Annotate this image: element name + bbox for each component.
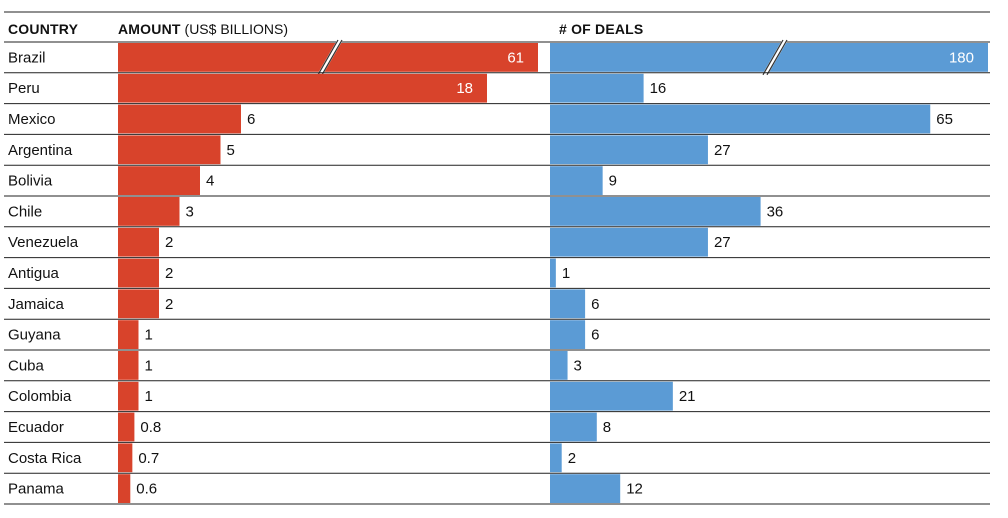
amount-bar-jamaica [118,289,159,319]
country-label-ecuador: Ecuador [8,419,64,436]
amount-column-header: AMOUNT (US$ BILLIONS) [118,20,288,38]
amount-header-bold: AMOUNT [118,21,181,37]
amount-value-ecuador: 0.8 [140,419,161,436]
amount-bar-chile [118,197,180,226]
amount-bar-guyana [118,320,139,349]
deals-bar-bolivia [550,166,603,195]
deals-bar-mexico [550,104,931,134]
deals-header-text: # OF DEALS [559,21,644,37]
deals-bar-peru [550,73,644,103]
deals-value-argentina: 27 [714,142,731,159]
deals-bar-colombia [550,381,673,411]
deals-value-chile: 36 [767,203,784,220]
deals-bar-jamaica [550,289,586,319]
country-label-brazil: Brazil [8,49,46,66]
deals-bar-ecuador [550,412,597,442]
deals-bar-antigua [550,258,556,288]
amount-value-peru: 18 [456,80,473,97]
country-column-header: COUNTRY [8,20,78,38]
amount-bar-mexico [118,104,241,134]
amount-bar-antigua [118,258,159,288]
deals-value-bolivia: 9 [609,173,617,190]
deals-value-costa-rica: 2 [568,450,576,467]
axis-break-line [762,39,784,76]
country-label-jamaica: Jamaica [8,296,65,313]
deals-value-antigua: 1 [562,265,570,282]
country-label-costa-rica: Costa Rica [8,450,82,467]
deals-value-peru: 16 [650,80,667,97]
amount-value-antigua: 2 [165,265,173,282]
deals-value-venezuela: 27 [714,234,731,251]
country-label-bolivia: Bolivia [8,173,53,190]
country-label-venezuela: Venezuela [8,234,79,251]
amount-value-panama: 0.6 [136,481,157,498]
amount-value-brazil: 61 [507,49,524,66]
deals-value-mexico: 65 [936,111,953,128]
deals-bar-argentina [550,135,708,165]
amount-value-bolivia: 4 [206,173,214,190]
axis-break-mark [762,38,788,77]
amount-value-jamaica: 2 [165,296,173,313]
deals-value-colombia: 21 [679,388,696,405]
country-label-mexico: Mexico [8,111,56,128]
axis-break-mark [317,38,343,77]
amount-value-costa-rica: 0.7 [138,450,159,467]
deals-value-ecuador: 8 [603,419,611,436]
amount-bar-colombia [118,381,139,411]
country-label-chile: Chile [8,203,42,220]
axis-break-line [766,39,788,76]
deals-value-cuba: 3 [574,357,582,374]
amount-value-mexico: 6 [247,111,255,128]
deals-bar-chile [550,197,761,226]
country-label-panama: Panama [8,481,65,498]
deals-value-brazil: 180 [949,49,974,66]
amount-bar-peru [118,73,487,103]
deals-value-jamaica: 6 [591,296,599,313]
amount-value-colombia: 1 [145,388,153,405]
amount-value-guyana: 1 [145,327,153,344]
deals-bar-guyana [550,320,586,349]
amount-bar-cuba [118,351,139,380]
deals-bar-costa-rica [550,443,562,473]
amount-bar-venezuela [118,227,159,257]
deals-value-guyana: 6 [591,327,599,344]
country-label-peru: Peru [8,80,40,97]
amount-value-venezuela: 2 [165,234,173,251]
axis-break-line [317,39,339,76]
amount-value-cuba: 1 [145,357,153,374]
country-label-colombia: Colombia [8,388,72,405]
amount-value-argentina: 5 [227,142,235,159]
country-label-antigua: Antigua [8,265,60,282]
country-label-argentina: Argentina [8,142,73,159]
country-label-cuba: Cuba [8,357,45,374]
amount-bar-ecuador [118,412,135,442]
deals-bar-venezuela [550,227,708,257]
deals-bar-panama [550,474,621,503]
amount-header-unit: (US$ BILLIONS) [180,21,289,37]
amount-bar-panama [118,474,131,503]
deals-bar-cuba [550,351,568,380]
deals-column-header: # OF DEALS [559,20,643,38]
amount-value-chile: 3 [186,203,194,220]
axis-break-line [321,39,343,76]
amount-bar-bolivia [118,166,200,195]
country-header-text: COUNTRY [8,21,79,37]
amount-bar-argentina [118,135,221,165]
country-label-guyana: Guyana [8,327,61,344]
amount-bar-costa-rica [118,443,133,473]
deals-value-panama: 12 [626,481,643,498]
